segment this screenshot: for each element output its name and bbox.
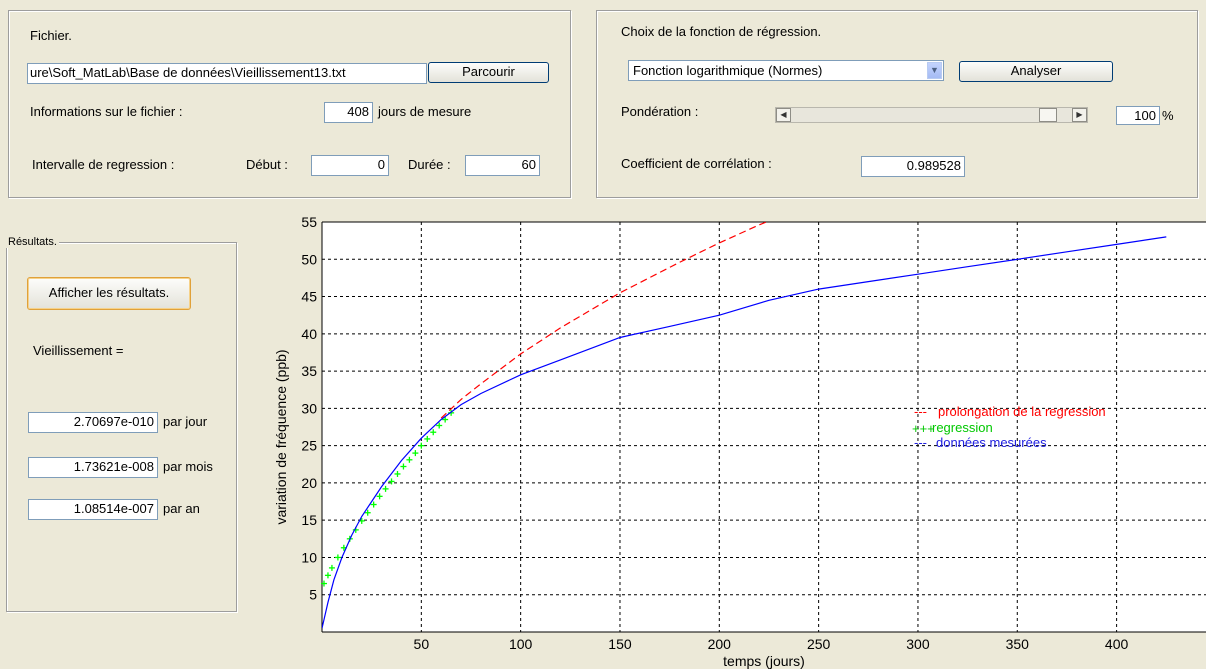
correlation-label: Coefficient de corrélation : <box>621 156 772 171</box>
file-panel <box>8 10 571 198</box>
tick-labels: 50 100 150 200 250 300 350 400 5 10 15 20 25 30 35 40 45… <box>301 214 1128 652</box>
x-tick-label: 350 <box>1006 636 1030 652</box>
y-axis-label: variation de fréquence (ppb) <box>273 349 289 524</box>
regression-point <box>334 554 341 561</box>
y-tick-label: 25 <box>301 438 317 454</box>
correlation-field: 0.989528 <box>861 156 965 177</box>
regression-point <box>448 409 455 416</box>
chevron-down-icon[interactable]: ▼ <box>927 62 942 79</box>
regression-point <box>320 580 327 587</box>
legend-regression-mark: +++ <box>912 421 935 436</box>
series-layer <box>320 222 1167 629</box>
regression-point <box>418 442 425 449</box>
extension-series-line <box>440 222 768 419</box>
browse-button[interactable]: Parcourir <box>428 62 549 83</box>
regression-point <box>430 429 437 436</box>
file-path-field[interactable]: ure\Soft_MatLab\Base de données\Vieillis… <box>27 63 427 84</box>
results-panel <box>6 242 237 612</box>
aging-per-day-field: 2.70697e-010 <box>28 412 158 433</box>
start-field[interactable]: 0 <box>311 155 389 176</box>
y-tick-label: 50 <box>301 251 317 267</box>
aging-label: Vieillissement = <box>33 343 124 358</box>
regression-point <box>324 572 331 579</box>
results-panel-title: Résultats. <box>6 236 59 248</box>
y-tick-label: 40 <box>301 326 317 342</box>
file-info-label: Informations sur le fichier : <box>30 104 183 119</box>
measured-series-line <box>322 236 1167 629</box>
regression-point <box>388 478 395 485</box>
regression-point <box>412 450 419 457</box>
regression-point <box>400 463 407 470</box>
show-results-button[interactable]: Afficher les résultats. <box>27 277 191 310</box>
weighting-value-field[interactable]: 100 <box>1116 106 1160 125</box>
x-tick-label: 300 <box>906 636 930 652</box>
regression-point <box>352 526 359 533</box>
y-tick-label: 5 <box>309 587 317 603</box>
slider-thumb[interactable] <box>1039 108 1057 122</box>
regression-point <box>376 493 383 500</box>
x-axis-label: temps (jours) <box>723 653 805 669</box>
regression-point <box>346 535 353 542</box>
y-tick-label: 15 <box>301 512 317 528</box>
legend-prolongation: prolongation de la regression <box>938 404 1106 419</box>
regression-point <box>358 517 365 524</box>
per-month-label: par mois <box>163 459 213 474</box>
regression-point <box>364 509 371 516</box>
aging-per-month-field: 1.73621e-008 <box>28 457 158 478</box>
regression-point <box>382 485 389 492</box>
regression-point <box>394 470 401 477</box>
file-panel-title: Fichier. <box>30 28 72 43</box>
plot-area <box>322 222 1206 632</box>
slider-left-arrow-icon[interactable]: ◀ <box>776 108 791 122</box>
x-tick-label: 200 <box>708 636 732 652</box>
legend-measured: données mesurées <box>936 435 1047 450</box>
y-tick-label: 20 <box>301 475 317 491</box>
regression-function-select[interactable]: Fonction logarithmique (Normes) ▼ <box>628 60 944 81</box>
per-day-label: par jour <box>163 414 208 429</box>
legend-measured-mark: --- <box>914 435 927 450</box>
duration-label: Durée : <box>408 157 451 172</box>
regression-panel <box>596 10 1198 198</box>
regression-point <box>370 501 377 508</box>
legend: prolongation de la regression --- regres… <box>912 404 1106 450</box>
x-tick-label: 100 <box>509 636 533 652</box>
y-tick-label: 55 <box>301 214 317 230</box>
duration-field[interactable]: 60 <box>465 155 540 176</box>
regression-point <box>436 422 443 429</box>
y-tick-label: 35 <box>301 363 317 379</box>
days-count-field: 408 <box>324 102 373 123</box>
y-tick-label: 45 <box>301 289 317 305</box>
legend-prolongation-mark: --- <box>914 404 927 419</box>
x-tick-label: 250 <box>807 636 831 652</box>
regression-interval-label: Intervalle de regression : <box>32 157 175 172</box>
grid <box>322 221 1206 632</box>
regression-point <box>340 544 347 551</box>
regression-function-value: Fonction logarithmique (Normes) <box>633 63 823 78</box>
weighting-label: Pondération : <box>621 104 699 119</box>
regression-point <box>328 564 335 571</box>
x-tick-label: 150 <box>608 636 632 652</box>
axes <box>321 221 1206 633</box>
regression-point <box>442 416 449 423</box>
aging-per-year-field: 1.08514e-007 <box>28 499 158 520</box>
regression-panel-title: Choix de la fonction de régression. <box>621 24 822 39</box>
regression-point <box>424 435 431 442</box>
regression-point <box>406 456 413 463</box>
y-tick-label: 10 <box>301 549 317 565</box>
start-label: Début : <box>246 157 288 172</box>
per-year-label: par an <box>163 501 200 516</box>
analyze-button[interactable]: Analyser <box>959 61 1113 82</box>
x-tick-label: 50 <box>414 636 430 652</box>
days-suffix-label: jours de mesure <box>378 104 472 119</box>
slider-right-arrow-icon[interactable]: ▶ <box>1072 108 1087 122</box>
weighting-slider[interactable]: ◀ ▶ <box>775 107 1088 123</box>
weighting-unit-label: % <box>1162 108 1174 123</box>
legend-regression: regression <box>932 420 993 435</box>
x-tick-label: 400 <box>1105 636 1129 652</box>
y-tick-label: 30 <box>301 400 317 416</box>
